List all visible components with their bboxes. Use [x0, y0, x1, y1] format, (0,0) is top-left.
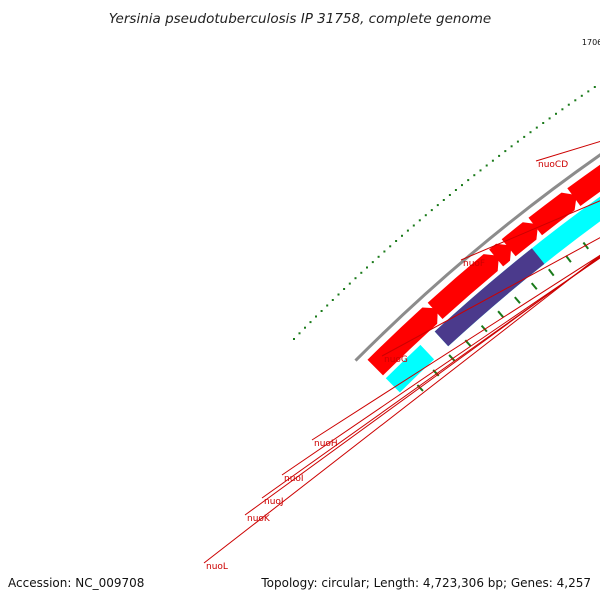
gene-label-nuog: nuoG — [384, 355, 408, 365]
genome-backbone — [354, 153, 600, 362]
minor-tick — [530, 282, 538, 290]
accession-label: Accession: NC_009708 — [8, 576, 144, 590]
scale-dot — [337, 293, 340, 296]
scale-dot — [485, 164, 488, 167]
gene-label-leader — [281, 257, 600, 476]
scale-dot — [587, 90, 590, 93]
cds-arrow — [367, 307, 438, 376]
scale-dot — [320, 310, 323, 312]
gene-label-nuocd: nuoCD — [538, 160, 568, 170]
gene-label-leader — [535, 140, 600, 162]
scale-dot — [516, 140, 519, 143]
kbp-ticks: 1695 kbp1696 kbp1697 kbp1698 kbp1699 kbp… — [582, 38, 600, 47]
scale-dot — [479, 169, 482, 172]
scale-dot — [504, 150, 507, 153]
scale-dot — [510, 145, 513, 148]
scale-dot — [436, 204, 439, 207]
scale-dot — [406, 229, 409, 232]
scale-dot — [567, 103, 570, 106]
cds-arrow — [528, 192, 577, 236]
minor-tick — [548, 268, 555, 277]
scale-dot — [304, 326, 306, 329]
gene-label-leader — [203, 254, 600, 564]
scale-dot — [315, 315, 317, 318]
scale-dot — [561, 108, 564, 111]
scale-dot — [523, 135, 526, 138]
scale-dot — [348, 282, 351, 285]
scale-dot — [491, 159, 494, 162]
gene-labels: nuoCDnuoFnuoGnuoHnuoInuoJnuoKnuoL — [203, 140, 600, 572]
scale-dot — [309, 321, 312, 324]
genome-summary: Topology: circular; Length: 4,723,306 bp… — [260, 576, 591, 590]
gene-label-nuol: nuoL — [206, 562, 228, 572]
genome-title: Yersinia pseudotuberculosis IP 31758, co… — [109, 11, 491, 27]
scale-dot — [354, 277, 357, 280]
gene-label-nuoh: nuoH — [314, 439, 338, 449]
dotted-scale-arc — [293, 86, 596, 340]
minor-tick — [565, 255, 572, 263]
scale-dot — [343, 288, 346, 290]
scale-dot — [467, 179, 470, 182]
scale-dot — [395, 240, 398, 242]
scale-dot — [424, 214, 427, 217]
cds-arrow — [427, 254, 499, 319]
gene-label-leader — [460, 200, 600, 261]
gene-label-nuoj: nuoJ — [264, 497, 284, 507]
gene-label-nuok: nuoK — [247, 514, 271, 524]
scale-dot — [442, 199, 445, 201]
scale-dot — [366, 266, 368, 269]
scale-dot — [535, 126, 538, 129]
tick-label: 1706 kbp — [582, 38, 600, 47]
scale-dot — [448, 194, 451, 196]
scale-dot — [401, 234, 403, 237]
scale-dot — [461, 184, 463, 187]
scale-dot — [473, 174, 476, 177]
scale-dot — [383, 250, 386, 253]
gene-label-nuof: nuoF — [463, 259, 485, 269]
scale-dot — [326, 304, 329, 307]
cds-track — [367, 164, 600, 376]
scale-dot — [371, 261, 374, 264]
scale-dot — [331, 299, 334, 301]
gene-label-leader — [311, 254, 600, 441]
scale-dot — [389, 245, 392, 248]
scale-dot — [430, 209, 433, 212]
scale-dot — [580, 94, 583, 97]
scale-dot — [529, 131, 532, 134]
minor-tick — [448, 354, 456, 362]
minor-tick — [497, 310, 505, 318]
gene-label-leader — [381, 237, 600, 357]
minor-tick — [514, 296, 521, 304]
gene-label-leader — [244, 255, 600, 516]
scale-dot — [548, 117, 551, 120]
scale-dot — [412, 224, 415, 227]
scale-dot — [377, 255, 380, 258]
scale-dot — [454, 189, 457, 191]
gene-block — [385, 344, 435, 393]
scale-dot — [293, 338, 295, 340]
scale-dot — [555, 112, 557, 115]
minor-tick — [480, 324, 488, 333]
footer-right-bg — [255, 572, 597, 594]
cds-arrow — [567, 164, 600, 206]
scale-dot — [542, 122, 545, 124]
cds-arrow — [489, 243, 512, 267]
scale-dot — [298, 332, 301, 335]
scale-dot — [498, 154, 501, 157]
scale-dot — [360, 271, 363, 274]
scale-dot — [418, 219, 421, 222]
scale-dot — [593, 86, 596, 88]
scale-dot — [574, 99, 577, 102]
footer-left-bg — [4, 572, 152, 594]
